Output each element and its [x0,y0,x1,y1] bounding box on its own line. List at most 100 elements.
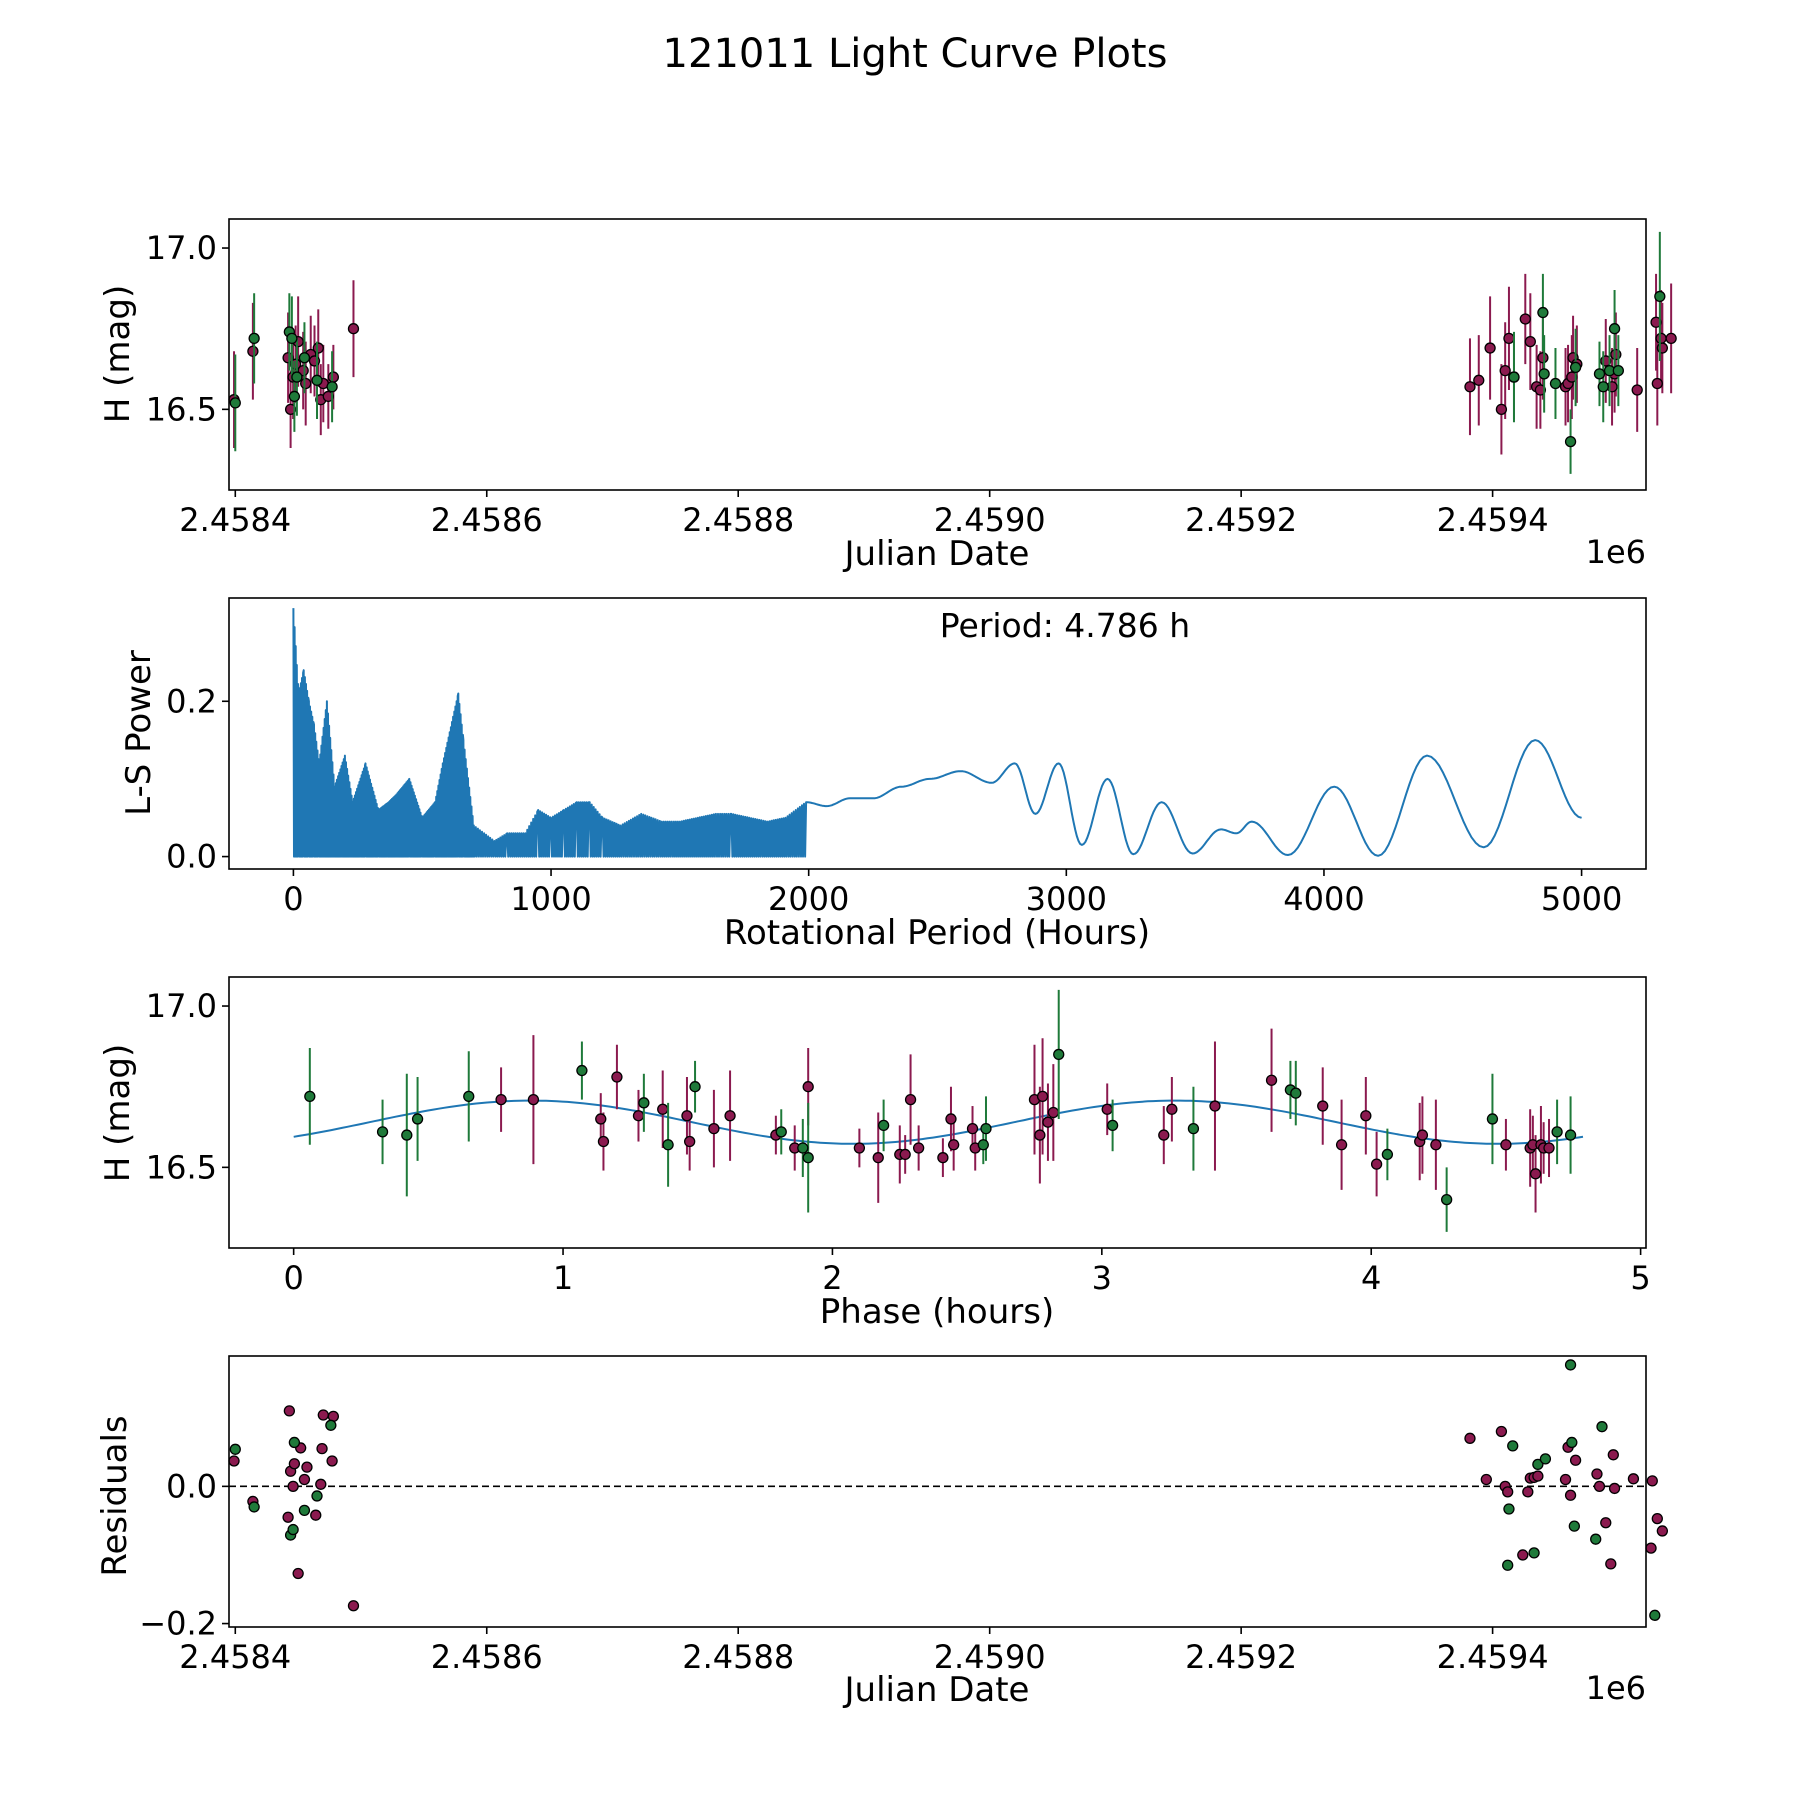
data-point [1042,1116,1054,1128]
data-point [724,1110,736,1122]
data-point [912,1142,925,1154]
data-point [1053,1048,1065,1061]
data-point [1607,1449,1619,1461]
data-point [311,374,323,386]
data-point [325,1419,337,1431]
data-point [1551,1126,1563,1138]
periodogram-marks [292,608,1582,858]
data-point [1539,1453,1552,1465]
data-point [1608,323,1621,335]
data-point [1612,364,1624,377]
residuals-frame [228,1355,1647,1628]
data-point [304,1090,316,1103]
data-point [1564,435,1577,448]
data-point [1503,332,1515,345]
data-point [1564,1489,1577,1501]
lightcurve-frame [228,218,1647,491]
phased-xtick-label: 1 [553,1259,573,1297]
data-point [1532,1458,1544,1471]
periodogram-x-label: Rotational Period (Hours) [724,913,1150,953]
data-point [1549,377,1562,390]
data-point [1559,1473,1572,1486]
periodogram-ytick-label: 0.2 [166,682,217,720]
data-point [1593,368,1606,380]
data-point [1441,1193,1453,1206]
data-point [229,1443,241,1455]
lightcurve-ticks: 2.4584 2.4586 2.4588 2.4590 2.4592 2.4594 16.5… [146,229,1549,539]
data-point [1495,1425,1508,1438]
data-point [1649,1609,1661,1621]
data-point [1360,1110,1372,1122]
data-point [316,1442,328,1455]
lightcurve-xtick-label: 2.4588 [682,501,794,539]
residuals-xtick-label: 2.4586 [431,1638,543,1676]
data-point [681,1110,693,1122]
data-point [326,1455,338,1467]
data-point [527,1093,540,1106]
lightcurve-x-label: Julian Date [843,534,1030,574]
data-point [802,1152,814,1164]
data-point [1047,1106,1059,1119]
periodogram-xtick-label: 4000 [1283,880,1364,918]
phased-xtick-label: 2 [822,1259,842,1297]
phased-xtick-label: 4 [1361,1259,1381,1297]
data-point [597,1135,610,1148]
data-point [1597,381,1609,393]
residuals-panel: 2.4584 2.4586 2.4588 2.4590 2.4592 2.4594 −0.2… [95,1355,1668,1710]
periodogram-xtick-label: 0 [283,880,303,918]
data-point [1166,1103,1178,1115]
data-point [1651,377,1663,390]
data-point [288,390,301,403]
data-point [1654,290,1666,303]
data-point [1569,1454,1582,1466]
residuals-ytick-label: −0.2 [139,1605,217,1643]
data-point [291,371,303,383]
lightcurve-xtick-label: 2.4584 [179,501,291,539]
data-point [1430,1139,1442,1151]
periodogram-y-label: L-S Power [119,650,159,816]
data-point [327,371,340,383]
data-point [1500,1139,1512,1151]
data-point [1480,1473,1492,1486]
residuals-xtick-label: 2.4594 [1437,1638,1549,1676]
data-point [1593,1480,1606,1493]
data-point [463,1090,475,1103]
data-point [1508,371,1520,383]
residuals-x-label: Julian Date [843,1670,1030,1710]
data-point [292,1567,304,1580]
data-point [411,1113,424,1125]
data-point [1529,1168,1542,1180]
phased-x-label: Phase (hours) [820,1292,1054,1332]
phased-frame [228,976,1647,1249]
periodogram-frame [228,597,1647,870]
data-point [1036,1090,1049,1103]
data-point [638,1097,650,1109]
data-point [1608,1482,1621,1495]
data-point [802,1081,814,1093]
data-point [1486,1113,1499,1125]
periodogram-ytick-label: 0.0 [166,838,217,876]
residuals-offset-label: 1e6 [1586,1669,1646,1707]
periodogram-xtick-label: 5000 [1541,880,1622,918]
residuals-marks [228,1359,1668,1621]
data-point [1522,1486,1534,1498]
data-point [312,342,324,354]
data-point [1464,381,1476,393]
data-point [301,1461,313,1473]
data-point [872,1152,884,1164]
lightcurve-ytick-label: 17.0 [146,229,217,267]
data-point [1566,371,1578,383]
data-point [283,1405,296,1417]
data-point [495,1093,507,1106]
data-point [298,352,311,364]
data-point [708,1122,720,1135]
data-point [1209,1100,1221,1112]
residuals-xtick-label: 2.4588 [682,1638,794,1676]
lightcurve-offset-label: 1e6 [1586,533,1646,571]
data-point [1532,1470,1544,1482]
data-point [775,1126,787,1138]
data-point [287,1523,299,1536]
data-point [1464,1432,1476,1444]
data-point [282,352,294,364]
data-point [948,1139,960,1151]
